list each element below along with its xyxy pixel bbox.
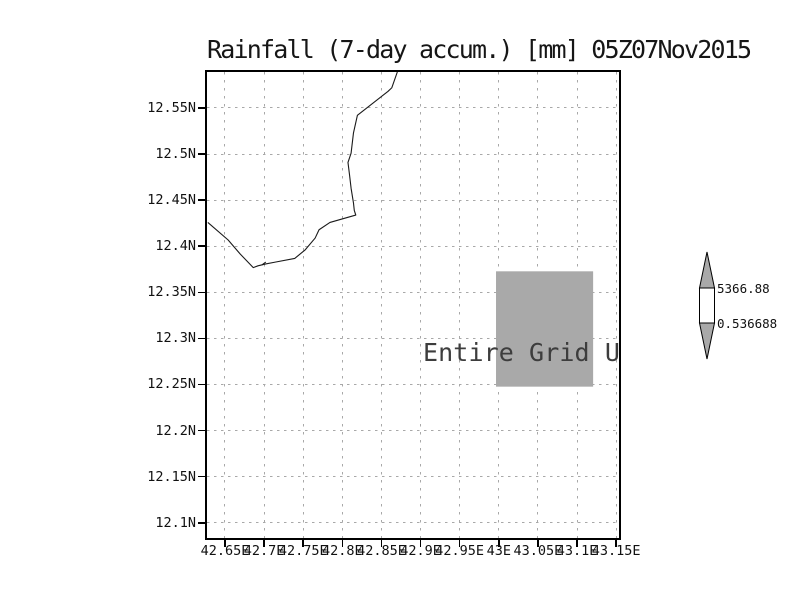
x-axis-tick-label: 43.1E bbox=[556, 543, 598, 559]
coastline-path bbox=[207, 72, 398, 269]
plot-area: Entire Grid Undefined bbox=[207, 72, 619, 538]
gridline-vertical bbox=[302, 72, 304, 538]
gridline-horizontal bbox=[207, 199, 619, 201]
x-axis-tick bbox=[302, 539, 304, 547]
y-axis-tick-label: 12.45N bbox=[147, 192, 196, 209]
x-axis-tick-label: 43E bbox=[486, 543, 511, 559]
x-axis-tick bbox=[537, 539, 539, 547]
gridline-vertical bbox=[341, 72, 343, 538]
gridline-horizontal bbox=[207, 383, 619, 385]
x-axis-tick bbox=[380, 539, 383, 547]
y-axis-tick bbox=[198, 199, 205, 201]
colorbar-up-arrow-icon bbox=[698, 251, 716, 289]
y-axis-tick bbox=[198, 245, 205, 247]
x-axis-tick bbox=[576, 539, 578, 547]
gridline-vertical bbox=[615, 72, 617, 538]
x-axis-tick bbox=[224, 539, 226, 547]
x-axis-tick-label: 42.8E bbox=[322, 543, 363, 559]
x-axis-tick-label: 43.15E bbox=[591, 543, 641, 559]
gridline-horizontal bbox=[207, 430, 619, 432]
gridline-vertical bbox=[380, 72, 382, 538]
gridline-horizontal bbox=[207, 337, 619, 339]
x-axis-tick bbox=[615, 539, 617, 547]
y-axis-tick bbox=[198, 107, 205, 109]
y-axis-tick-label: 12.25N bbox=[147, 376, 196, 393]
gridline-vertical bbox=[459, 72, 461, 538]
colorbar-min-label: 0.536688 bbox=[717, 316, 778, 331]
colorbar bbox=[698, 251, 716, 360]
x-axis-tick bbox=[263, 539, 265, 547]
x-axis-tick-label: 43.05E bbox=[513, 543, 563, 559]
gridline-horizontal bbox=[207, 153, 619, 155]
colorbar-down-arrow-icon bbox=[698, 322, 716, 360]
y-axis-tick-label: 12.5N bbox=[155, 146, 196, 163]
y-axis-tick-label: 12.4N bbox=[155, 238, 196, 255]
y-axis-tick-label: 12.35N bbox=[147, 284, 196, 301]
gridline-horizontal bbox=[207, 107, 619, 109]
y-axis-tick-label: 12.15N bbox=[147, 468, 196, 485]
gridline-horizontal bbox=[207, 291, 619, 293]
y-axis-tick-label: 12.3N bbox=[155, 330, 196, 347]
y-axis-tick bbox=[198, 475, 205, 478]
x-axis-tick bbox=[341, 539, 344, 547]
y-axis-tick bbox=[198, 291, 205, 294]
islet-path bbox=[261, 261, 267, 266]
y-axis-tick-label: 12.1N bbox=[155, 514, 196, 531]
y-axis-tick bbox=[198, 429, 205, 432]
x-axis-tick-label: 42.65E bbox=[200, 543, 250, 559]
gridline-vertical bbox=[263, 72, 265, 538]
x-axis-tick-label: 42.7E bbox=[243, 543, 285, 559]
map-canvas bbox=[207, 72, 594, 387]
colorbar-range-box bbox=[699, 287, 715, 324]
y-axis-tick bbox=[198, 153, 205, 155]
gridline-horizontal bbox=[207, 476, 619, 478]
gridline-vertical bbox=[420, 72, 422, 538]
chart-title: Rainfall (7-day accum.) [mm] 05Z07Nov201… bbox=[207, 35, 752, 64]
x-axis-tick bbox=[458, 539, 461, 547]
grid-undefined-label: Entire Grid Undefined bbox=[423, 338, 619, 367]
plot-border bbox=[205, 70, 621, 540]
y-axis-tick bbox=[198, 522, 205, 524]
x-axis-tick-label: 42.95E bbox=[435, 543, 485, 559]
gridline-vertical bbox=[224, 72, 226, 538]
y-axis-tick bbox=[198, 337, 205, 340]
y-axis-tick-label: 12.2N bbox=[155, 422, 196, 439]
gridline-horizontal bbox=[207, 245, 619, 247]
y-axis-tick bbox=[198, 383, 205, 386]
colorbar-max-label: 5366.88 bbox=[717, 281, 770, 296]
y-axis-tick-label: 12.55N bbox=[147, 99, 196, 116]
x-axis-tick-label: 42.9E bbox=[400, 543, 441, 559]
x-axis-tick-label: 42.75E bbox=[278, 543, 328, 559]
gridline-horizontal bbox=[207, 522, 619, 524]
x-axis-tick bbox=[419, 539, 422, 547]
undefined-region-rect bbox=[496, 271, 594, 387]
x-axis-tick-label: 42.85E bbox=[357, 543, 406, 559]
x-axis-tick bbox=[498, 539, 500, 547]
